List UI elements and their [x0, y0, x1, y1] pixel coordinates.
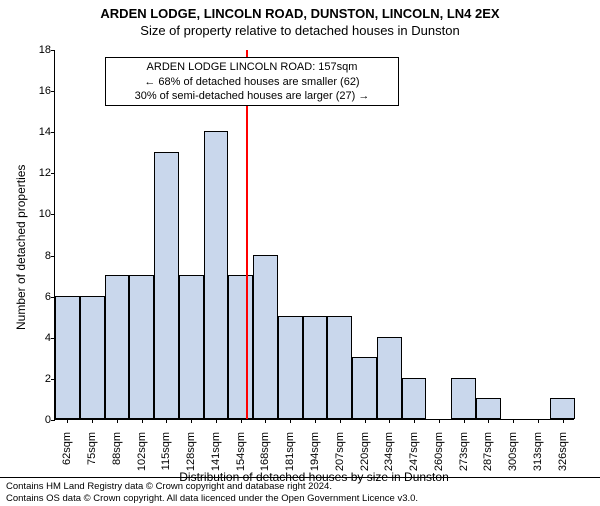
annotation-line: 30% of semi-detached houses are larger (… — [112, 89, 392, 103]
y-tick-mark — [51, 91, 55, 92]
x-tick-mark — [290, 419, 291, 423]
plot-area: 02468101214161862sqm75sqm88sqm102sqm115s… — [54, 50, 574, 420]
bar — [129, 275, 154, 419]
bar — [204, 131, 229, 419]
x-tick-mark — [191, 419, 192, 423]
x-tick-mark — [216, 419, 217, 423]
x-tick-mark — [414, 419, 415, 423]
x-tick-mark — [67, 419, 68, 423]
bar — [327, 316, 352, 419]
y-tick-label: 2 — [23, 373, 51, 385]
bar — [278, 316, 303, 419]
bar — [377, 337, 402, 419]
x-tick-mark — [538, 419, 539, 423]
bar — [253, 255, 278, 419]
y-tick-label: 16 — [23, 85, 51, 97]
bar — [402, 378, 427, 419]
x-tick-mark — [439, 419, 440, 423]
y-tick-mark — [51, 132, 55, 133]
x-tick-mark — [563, 419, 564, 423]
annotation-line: ARDEN LODGE LINCOLN ROAD: 157sqm — [112, 60, 392, 74]
bar — [476, 398, 501, 419]
x-tick-mark — [389, 419, 390, 423]
y-tick-label: 4 — [23, 332, 51, 344]
bar — [303, 316, 328, 419]
bar — [451, 378, 476, 419]
x-tick-mark — [142, 419, 143, 423]
y-tick-mark — [51, 173, 55, 174]
y-axis-label: Number of detached properties — [14, 165, 28, 330]
bar — [105, 275, 130, 419]
x-tick-mark — [241, 419, 242, 423]
x-tick-mark — [464, 419, 465, 423]
x-tick-mark — [315, 419, 316, 423]
footer-line-1: Contains HM Land Registry data © Crown c… — [6, 481, 594, 492]
x-tick-mark — [92, 419, 93, 423]
bar — [154, 152, 179, 419]
chart-container: 02468101214161862sqm75sqm88sqm102sqm115s… — [54, 50, 574, 420]
y-tick-label: 0 — [23, 414, 51, 426]
bar — [352, 357, 377, 419]
page-title: ARDEN LODGE, LINCOLN ROAD, DUNSTON, LINC… — [0, 6, 600, 21]
x-tick-mark — [265, 419, 266, 423]
bar — [228, 275, 253, 419]
footer-line-2: Contains OS data © Crown copyright. All … — [6, 493, 594, 504]
x-tick-mark — [488, 419, 489, 423]
x-tick-mark — [340, 419, 341, 423]
x-tick-mark — [166, 419, 167, 423]
annotation-line: ← 68% of detached houses are smaller (62… — [112, 75, 392, 89]
page-subtitle: Size of property relative to detached ho… — [0, 23, 600, 38]
y-tick-mark — [51, 420, 55, 421]
bar — [179, 275, 204, 419]
bar — [550, 398, 575, 419]
annotation-box: ARDEN LODGE LINCOLN ROAD: 157sqm← 68% of… — [105, 57, 399, 106]
x-tick-mark — [365, 419, 366, 423]
y-tick-mark — [51, 256, 55, 257]
x-tick-mark — [117, 419, 118, 423]
bar — [80, 296, 105, 419]
y-tick-label: 14 — [23, 126, 51, 138]
bar — [55, 296, 80, 419]
y-tick-mark — [51, 214, 55, 215]
y-tick-label: 18 — [23, 44, 51, 56]
x-tick-mark — [513, 419, 514, 423]
y-tick-mark — [51, 50, 55, 51]
